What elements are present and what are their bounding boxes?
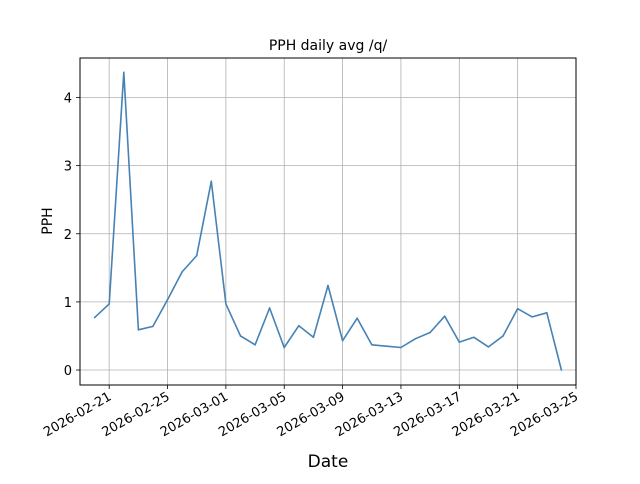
y-tick-label: 3 [64, 160, 72, 175]
y-axis: 0 1 2 3 4 [64, 92, 80, 379]
x-axis-label: Date [308, 452, 349, 472]
data-point [283, 346, 286, 349]
data-point [312, 336, 315, 339]
data-point [298, 324, 300, 327]
data-point [546, 311, 548, 314]
data-point [560, 369, 563, 371]
data-point [225, 303, 227, 305]
data-point [195, 254, 198, 257]
data-point [487, 346, 490, 348]
data-point [93, 316, 96, 319]
data-point [400, 346, 402, 349]
data-point [254, 344, 256, 346]
data-point [341, 339, 344, 342]
data-point [268, 307, 271, 309]
data-point [429, 331, 431, 334]
y-axis-label: PPH [40, 207, 56, 234]
data-point [122, 71, 125, 74]
data-point [108, 303, 110, 305]
y-tick-label: 1 [64, 296, 72, 311]
data-point [516, 307, 519, 310]
data-point [181, 271, 183, 273]
data-point [166, 299, 169, 301]
data-point [327, 284, 329, 287]
data-point [239, 335, 242, 337]
data-point [356, 317, 358, 320]
data-point [502, 335, 504, 337]
data-point [414, 337, 417, 340]
y-tick-label: 4 [64, 92, 72, 107]
data-point [152, 325, 154, 328]
data-point [473, 336, 475, 339]
data-point [370, 344, 373, 346]
data-point [137, 329, 140, 331]
data-point [443, 315, 446, 317]
chart-title: PPH daily avg /q/ [269, 38, 388, 54]
data-point [210, 180, 213, 183]
data-point [458, 341, 461, 343]
y-tick-label: 0 [64, 364, 72, 379]
series-line [93, 71, 563, 371]
data-point [385, 345, 388, 347]
y-tick-label: 2 [64, 228, 72, 243]
plot-frame [79, 57, 577, 386]
data-point [531, 316, 534, 318]
